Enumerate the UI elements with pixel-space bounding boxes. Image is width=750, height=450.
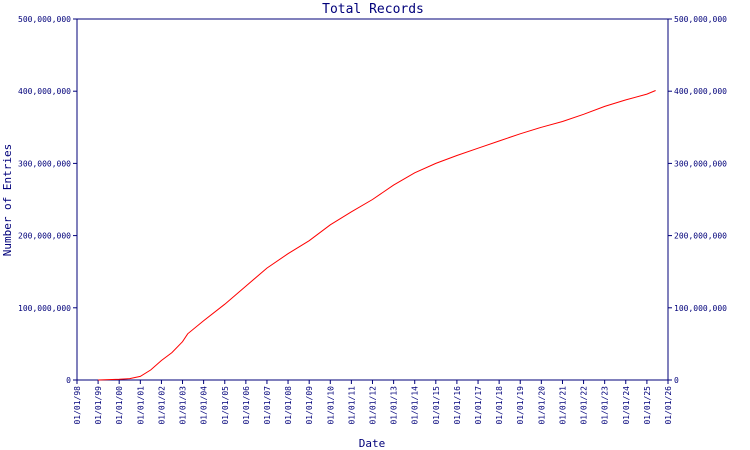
x-tick-label: 01/01/21 xyxy=(558,386,567,425)
y-tick-label-right: 100,000,000 xyxy=(674,304,727,313)
x-tick-label: 01/01/10 xyxy=(326,386,335,425)
x-tick-label: 01/01/23 xyxy=(601,386,610,425)
y-tick-label-left: 100,000,000 xyxy=(18,304,71,313)
y-tick-label-right: 0 xyxy=(674,376,679,385)
x-tick-label: 01/01/07 xyxy=(263,386,272,425)
y-axis-left: 0 100,000,000 200,000,000 300,000,000 400,00… xyxy=(18,15,77,385)
y-axis-title: Number of Entries xyxy=(1,144,14,257)
x-tick-label: 01/01/02 xyxy=(157,386,166,425)
x-tick-label: 01/01/20 xyxy=(537,386,546,425)
y-tick-label-right: 300,000,000 xyxy=(674,159,727,168)
x-tick-label: 01/01/06 xyxy=(242,386,251,425)
y-tick-label-left: 200,000,000 xyxy=(18,232,71,241)
y-tick-label-left: 400,000,000 xyxy=(18,87,71,96)
x-tick-label: 01/01/04 xyxy=(200,386,209,425)
series-line-total-records xyxy=(98,90,656,381)
x-axis-title: Date xyxy=(359,437,386,450)
x-tick-label: 01/01/19 xyxy=(516,386,525,425)
y-tick-label-right: 400,000,000 xyxy=(674,87,727,96)
x-tick-label: 01/01/99 xyxy=(94,386,103,425)
y-tick-label-left: 0 xyxy=(66,376,71,385)
x-axis: 01/01/98 01/01/99 01/01/00 01/01/01 01/01/02… xyxy=(73,380,673,425)
x-tick-label: 01/01/16 xyxy=(453,386,462,425)
y-tick-label-right: 500,000,000 xyxy=(674,15,727,24)
x-tick-label: 01/01/26 xyxy=(664,386,673,425)
x-tick-label: 01/01/14 xyxy=(411,386,420,425)
x-tick-label: 01/01/15 xyxy=(432,386,441,425)
x-tick-label: 01/01/13 xyxy=(390,386,399,425)
x-tick-label: 01/01/98 xyxy=(73,386,82,425)
x-tick-label: 01/01/11 xyxy=(347,386,356,425)
y-tick-label-left: 300,000,000 xyxy=(18,159,71,168)
x-tick-label: 01/01/09 xyxy=(305,386,314,425)
x-tick-label: 01/01/18 xyxy=(495,386,504,425)
y-axis-right: 0 100,000,000 200,000,000 300,000,000 400,00… xyxy=(668,15,727,385)
x-tick-label: 01/01/22 xyxy=(580,386,589,425)
x-tick-label: 01/01/01 xyxy=(136,386,145,425)
x-tick-label: 01/01/05 xyxy=(221,386,230,425)
x-tick-label: 01/01/08 xyxy=(284,386,293,425)
x-tick-label: 01/01/17 xyxy=(474,386,483,425)
y-tick-label-right: 200,000,000 xyxy=(674,232,727,241)
x-tick-label: 01/01/25 xyxy=(643,386,652,425)
x-tick-label: 01/01/00 xyxy=(115,386,124,425)
chart-title: Total Records xyxy=(322,2,424,17)
x-tick-label: 01/01/03 xyxy=(179,386,188,425)
x-tick-label: 01/01/12 xyxy=(368,386,377,425)
y-tick-label-left: 500,000,000 xyxy=(18,15,71,24)
x-tick-label: 01/01/24 xyxy=(622,386,631,425)
